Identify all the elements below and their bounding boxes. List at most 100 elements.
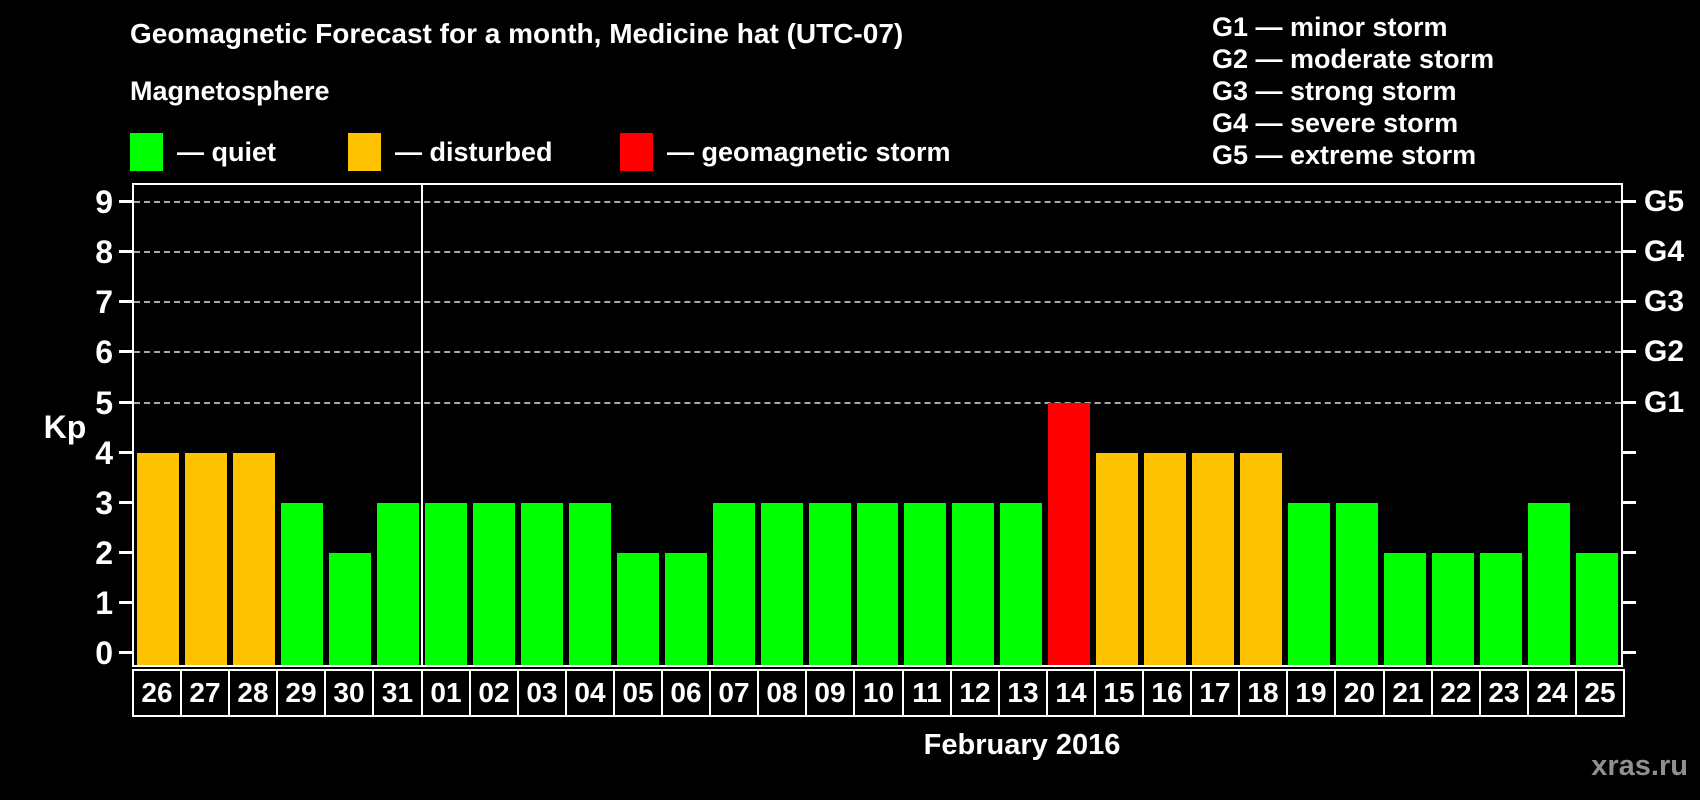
x-label-day-30: 30 xyxy=(324,669,374,717)
x-label-day-12: 12 xyxy=(950,669,1000,717)
y-tick-left-0 xyxy=(119,651,132,654)
x-label-day-05: 05 xyxy=(613,669,663,717)
y-axis-title: Kp xyxy=(43,409,87,445)
bar-day-07 xyxy=(712,502,755,665)
x-label-day-04: 04 xyxy=(565,669,615,717)
bar-day-30 xyxy=(328,552,371,665)
bar-day-02 xyxy=(472,502,515,665)
x-label-day-26: 26 xyxy=(132,669,182,717)
x-label-day-23: 23 xyxy=(1479,669,1529,717)
right-axis-label-g3: G3 xyxy=(1644,285,1685,319)
x-label-day-17: 17 xyxy=(1190,669,1240,717)
legend-label-storm: — geomagnetic storm xyxy=(667,136,951,167)
y-tick-label-7: 7 xyxy=(95,284,113,321)
x-label-day-31: 31 xyxy=(372,669,423,717)
bar-day-29 xyxy=(280,502,323,665)
x-label-day-09: 09 xyxy=(805,669,855,717)
chart-title: Geomagnetic Forecast for a month, Medici… xyxy=(130,18,904,49)
bar-day-18 xyxy=(1240,452,1283,665)
y-tick-right-6 xyxy=(1623,350,1636,354)
y-tick-label-6: 6 xyxy=(95,334,113,371)
y-tick-left-5 xyxy=(119,400,132,404)
y-tick-label-4: 4 xyxy=(95,434,113,471)
y-tick-right-1 xyxy=(1623,600,1636,604)
x-label-day-16: 16 xyxy=(1142,669,1192,717)
bar-day-01 xyxy=(424,502,467,665)
x-label-day-21: 21 xyxy=(1383,669,1433,717)
x-label-day-01: 01 xyxy=(421,669,471,717)
right-axis-label-g2: G2 xyxy=(1644,335,1685,369)
x-label-day-13: 13 xyxy=(998,669,1048,717)
y-tick-right-3 xyxy=(1623,500,1636,504)
bar-day-12 xyxy=(952,502,995,665)
y-tick-label-3: 3 xyxy=(95,484,113,521)
bar-day-19 xyxy=(1288,502,1331,665)
bar-day-10 xyxy=(856,502,899,665)
plot-frame xyxy=(132,183,1623,667)
y-tick-left-9 xyxy=(119,200,132,204)
x-axis-day-labels: 26 27 28 29 30 31 01 02 03 04 05 06 07 08 09 10 11 12 13 14… xyxy=(132,669,1625,717)
y-tick-left-7 xyxy=(119,300,132,304)
y-tick-left-3 xyxy=(119,500,132,504)
right-axis-label-g1: G1 xyxy=(1644,385,1685,419)
bar-day-27 xyxy=(184,452,227,665)
bar-day-13 xyxy=(1000,502,1043,665)
bar-day-21 xyxy=(1384,552,1427,665)
right-axis-label-g4: G4 xyxy=(1644,235,1685,269)
y-tick-left-2 xyxy=(119,550,132,554)
gridline-kp-8 xyxy=(134,251,1621,254)
bar-day-14 xyxy=(1048,402,1091,665)
bar-day-31 xyxy=(376,502,419,665)
month-separator-line xyxy=(421,185,423,665)
g-legend-line-4: G4 — severe storm xyxy=(1212,108,1459,138)
bar-day-04 xyxy=(568,502,611,665)
x-label-day-08: 08 xyxy=(757,669,807,717)
x-label-day-03: 03 xyxy=(517,669,567,717)
x-label-day-07: 07 xyxy=(709,669,759,717)
g-legend-line-1: G1 — minor storm xyxy=(1212,12,1448,42)
x-label-day-28: 28 xyxy=(228,669,278,717)
x-label-day-29: 29 xyxy=(276,669,326,717)
x-label-day-15: 15 xyxy=(1094,669,1144,717)
right-axis-label-g5: G5 xyxy=(1644,185,1685,219)
bar-day-25 xyxy=(1576,552,1618,665)
y-tick-right-2 xyxy=(1623,550,1636,554)
x-label-day-24: 24 xyxy=(1527,669,1577,717)
x-label-day-22: 22 xyxy=(1431,669,1481,717)
g-legend-line-3: G3 — strong storm xyxy=(1212,76,1457,106)
y-tick-left-1 xyxy=(119,600,132,604)
bar-day-09 xyxy=(808,502,851,665)
g-legend-line-5: G5 — extreme storm xyxy=(1212,140,1477,170)
gridline-kp-6 xyxy=(134,351,1621,354)
bar-day-11 xyxy=(904,502,947,665)
chart-subtitle: Magnetosphere xyxy=(130,76,330,106)
x-label-day-27: 27 xyxy=(180,669,230,717)
y-tick-label-9: 9 xyxy=(95,184,113,221)
legend-item-storm: — geomagnetic storm xyxy=(620,131,951,173)
x-label-day-11: 11 xyxy=(902,669,952,717)
bar-day-22 xyxy=(1432,552,1475,665)
legend-item-disturbed: — disturbed xyxy=(348,131,553,173)
g-scale-legend: G1 — minor storm G2 — moderate storm G3 — … xyxy=(1212,11,1494,171)
bar-day-23 xyxy=(1480,552,1523,665)
y-tick-right-9 xyxy=(1623,200,1636,204)
gridline-kp-5 xyxy=(134,401,1621,404)
x-label-day-25: 25 xyxy=(1575,669,1625,717)
bar-day-20 xyxy=(1336,502,1379,665)
bar-day-16 xyxy=(1144,452,1187,665)
y-tick-label-1: 1 xyxy=(95,584,113,621)
y-tick-left-8 xyxy=(119,250,132,254)
disturbed-color-swatch xyxy=(348,133,381,171)
x-axis-title: February 2016 xyxy=(923,729,1121,761)
g-legend-line-2: G2 — moderate storm xyxy=(1212,44,1495,74)
x-label-day-18: 18 xyxy=(1238,669,1288,717)
x-label-day-02: 02 xyxy=(469,669,519,717)
y-tick-label-0: 0 xyxy=(95,635,113,671)
quiet-color-swatch xyxy=(130,133,163,171)
bar-day-24 xyxy=(1528,502,1571,665)
y-tick-label-5: 5 xyxy=(95,384,113,421)
y-tick-right-0 xyxy=(1623,651,1636,654)
gridline-kp-7 xyxy=(134,301,1621,304)
bar-day-28 xyxy=(232,452,275,665)
